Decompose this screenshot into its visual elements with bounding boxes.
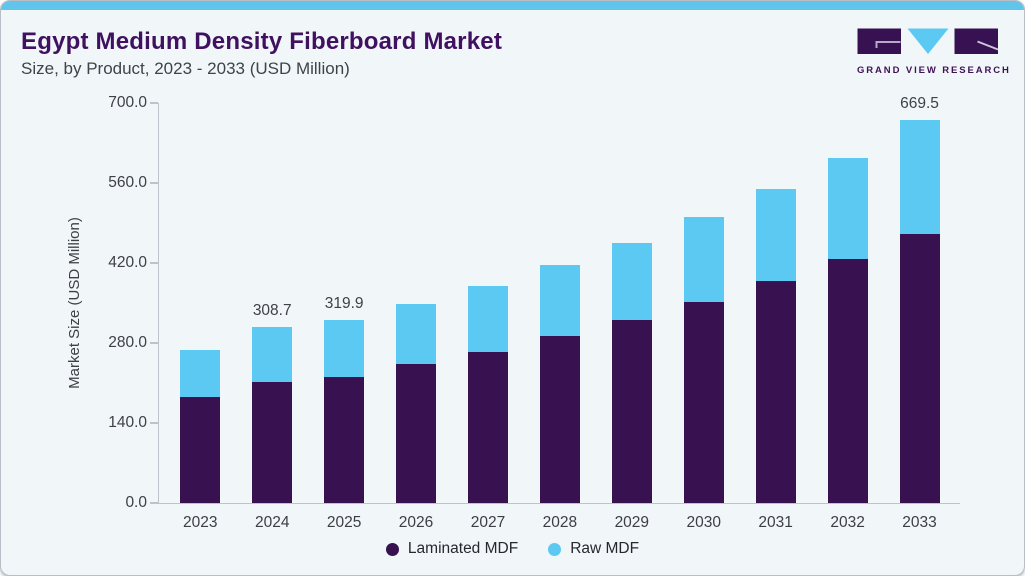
bar-segment-raw-mdf — [467, 285, 508, 352]
x-tick-label: 2032 — [830, 514, 865, 531]
bar-group-2030: 2030 — [668, 103, 740, 531]
legend-marker-icon — [385, 542, 399, 556]
bar-segment-raw-mdf — [755, 189, 796, 281]
x-tick-label: 2033 — [902, 514, 937, 531]
bar-segment-laminated-mdf — [467, 351, 508, 503]
bar-segment-laminated-mdf — [755, 281, 796, 503]
bar-segment-raw-mdf — [396, 304, 437, 365]
x-tick-label: 2027 — [470, 514, 506, 531]
x-tick-label: 2030 — [686, 514, 721, 531]
bar-group-2032: 2032 — [812, 103, 884, 531]
y-tick-label: 140.0 — [108, 414, 147, 431]
page-title: Egypt Medium Density Fiberboard Market — [21, 28, 503, 55]
page-subtitle: Size, by Product, 2023 - 2033 (USD Milli… — [21, 59, 350, 78]
x-tick-label: 2025 — [326, 514, 362, 531]
y-tick-mark — [150, 342, 158, 344]
bar-segment-laminated-mdf — [683, 301, 724, 503]
y-tick-label: 560.0 — [108, 174, 147, 191]
x-tick-label: 2029 — [614, 514, 650, 531]
bar-stack — [539, 264, 580, 503]
bar-stack — [180, 349, 221, 503]
bar-segment-raw-mdf — [899, 120, 940, 234]
y-axis-title: Market Size (USD Million) — [66, 217, 83, 389]
gvr-logo-icon — [857, 28, 999, 54]
bar-group-2028: 2028 — [524, 103, 596, 531]
data-label: 308.7 — [252, 301, 292, 319]
bar-group-2033: 669.5 2033 — [884, 95, 956, 531]
legend-label: Raw MDF — [570, 540, 640, 557]
x-tick-label: 2026 — [398, 514, 434, 531]
x-tick-label: 2023 — [183, 514, 218, 531]
y-tick-mark — [150, 422, 158, 424]
bar-stack — [252, 326, 293, 503]
bar-stack — [755, 189, 796, 503]
bar-group-2027: 2027 — [452, 103, 524, 531]
grand-view-research-logo: GRAND VIEW RESEARCH — [857, 28, 1009, 76]
x-tick-label: 2031 — [758, 514, 793, 531]
bar-stack — [467, 285, 508, 503]
bar-segment-raw-mdf — [324, 320, 365, 377]
bar-stack — [396, 304, 437, 503]
legend-label: Laminated MDF — [407, 540, 519, 557]
bar-group-2031: 2031 — [740, 103, 812, 531]
x-tick-label: 2024 — [254, 514, 290, 531]
bar-group-2025: 319.9 2025 — [308, 103, 380, 531]
y-tick-label: 280.0 — [108, 334, 147, 351]
y-tick-label: 0.0 — [125, 494, 147, 511]
bar-segment-raw-mdf — [827, 158, 868, 259]
bar-stack — [324, 320, 365, 503]
bar-segment-raw-mdf — [539, 264, 580, 337]
bar-group-2026: 2026 — [380, 103, 452, 531]
bar-stack — [611, 242, 652, 503]
legend-marker-icon — [548, 542, 562, 556]
bar-segment-laminated-mdf — [252, 381, 293, 503]
bar-segment-raw-mdf — [683, 217, 724, 302]
data-label: 319.9 — [324, 295, 364, 313]
bar-segment-laminated-mdf — [396, 364, 437, 503]
bar-segment-raw-mdf — [611, 242, 652, 320]
bar-segment-laminated-mdf — [180, 397, 221, 503]
y-tick-label: 700.0 — [108, 94, 147, 111]
bar-segment-laminated-mdf — [827, 258, 868, 503]
top-accent-bar — [1, 1, 1024, 10]
plot-area: 2023 308.7 2024 319.9 2025 2026 2027 2028 2029 20… — [158, 95, 960, 531]
bar-segment-laminated-mdf — [539, 336, 580, 503]
y-tick-mark — [150, 502, 158, 504]
bar-segment-laminated-mdf — [611, 319, 652, 503]
bar-group-2023: 2023 — [164, 103, 236, 531]
bar-segment-laminated-mdf — [899, 233, 940, 503]
data-label: 669.5 — [900, 95, 939, 113]
bar-group-2029: 2029 — [596, 103, 668, 531]
y-tick-mark — [150, 262, 158, 264]
bar-stack — [899, 120, 940, 503]
legend-item: Laminated MDF — [385, 540, 519, 558]
bar-segment-raw-mdf — [180, 349, 221, 397]
bar-group-2024: 308.7 2024 — [236, 103, 308, 531]
legend-item: Raw MDF — [548, 540, 639, 558]
logo-wordmark: GRAND VIEW RESEARCH — [857, 65, 1011, 76]
bar-stack — [683, 217, 724, 503]
bar-segment-laminated-mdf — [324, 376, 365, 503]
y-tick-label: 420.0 — [108, 254, 147, 271]
bar-stack — [827, 158, 868, 503]
y-tick-mark — [150, 182, 158, 184]
legend: Laminated MDF Raw MDF — [1, 538, 1024, 560]
y-tick-mark — [150, 102, 158, 104]
bar-segment-raw-mdf — [252, 326, 293, 382]
x-tick-label: 2028 — [542, 514, 578, 531]
